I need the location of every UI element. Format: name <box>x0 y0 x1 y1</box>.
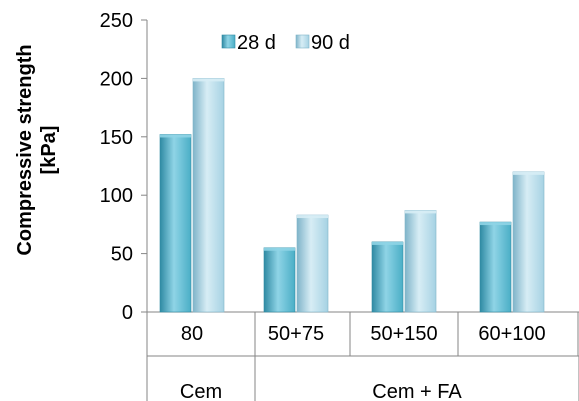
y-tick-label: 250 <box>100 10 133 32</box>
x-group-label: Cem + FA <box>372 381 462 401</box>
x-tick-label: 60+100 <box>478 323 545 345</box>
bars-layer <box>159 78 545 313</box>
bar-28d-50+150 <box>371 241 404 313</box>
legend-label: 90 d <box>311 32 350 54</box>
bar-90d-60+100 <box>512 171 545 313</box>
y-tick-label: 0 <box>122 302 133 324</box>
legend-label: 28 d <box>237 32 276 54</box>
bar-90d-80 <box>192 78 225 313</box>
y-axis-label-unit: [kPa] <box>38 126 60 175</box>
y-tick-label: 100 <box>100 185 133 207</box>
bar-90d-50+75 <box>296 214 329 313</box>
x-tick-label: 50+75 <box>268 323 324 345</box>
bar-top-highlight <box>193 78 224 82</box>
bar-top-highlight <box>297 215 328 219</box>
bar-top-highlight <box>372 241 403 245</box>
y-tick-label: 50 <box>111 244 133 266</box>
bar-90d-50+150 <box>404 210 437 313</box>
y-tick-label: 150 <box>100 127 133 149</box>
bar-top-highlight <box>160 134 191 138</box>
axes-layer <box>141 19 579 401</box>
bar-top-highlight <box>405 210 436 214</box>
text-layer: 0 50 100 150 200 250 80 50+75 50+150 60+100 Cem Cem… <box>14 10 546 401</box>
bar-top-highlight <box>513 171 544 175</box>
bar-28d-60+100 <box>479 221 512 313</box>
x-tick-label: 80 <box>181 323 203 345</box>
legend-swatch-90d <box>295 34 310 49</box>
bar-top-highlight <box>480 222 511 226</box>
bar-28d-80 <box>159 134 192 313</box>
y-axis-label: Compressive strength <box>14 44 36 255</box>
bar-top-highlight <box>264 247 295 251</box>
x-group-label: Cem <box>180 381 222 401</box>
legend-swatch-28d <box>221 34 236 49</box>
y-tick-label: 200 <box>100 68 133 90</box>
x-tick-label: 50+150 <box>370 323 437 345</box>
bar-28d-50+75 <box>263 247 296 313</box>
